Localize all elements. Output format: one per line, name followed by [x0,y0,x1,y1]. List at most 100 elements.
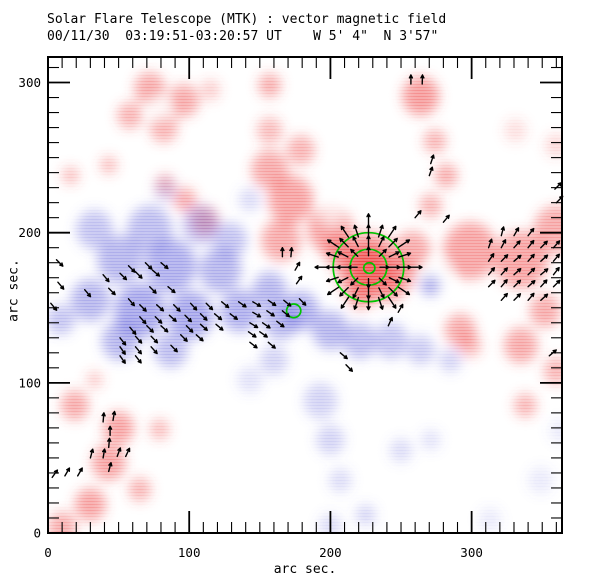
field-vector [55,259,64,267]
field-vector [261,322,271,329]
field-vector [247,331,257,338]
field-vector [57,281,65,290]
tick-labels: 0 100 200 300 0 100 200 300 [18,75,482,560]
field-vector [160,262,169,270]
field-vector [366,224,371,238]
field-vector [337,251,349,258]
field-vector [229,313,238,320]
y-tick-label: 100 [18,375,41,390]
field-vector [398,252,412,258]
field-vector [107,425,113,437]
field-vector [337,276,349,284]
field-vector [252,311,262,318]
field-vector [366,296,371,311]
field-vector [150,335,159,344]
field-vector [500,226,505,237]
field-vector [397,239,411,248]
field-vector [552,253,560,262]
field-vector [101,412,106,423]
field-vector [388,286,398,297]
vector-field-layer [50,74,564,479]
field-vector [407,265,423,270]
field-vector [156,304,165,312]
field-vector [378,277,387,286]
field-vector [500,254,509,262]
field-vector [249,341,258,349]
field-vector [540,240,548,249]
x-tick-label: 0 [44,545,52,560]
field-vector [102,448,107,459]
field-vector [195,334,204,342]
field-vector [513,227,520,237]
field-vector [283,299,292,307]
field-vector [388,251,400,258]
field-vector [345,364,353,372]
field-vector [119,355,126,364]
field-vector [388,237,398,248]
x-tick-label: 100 [178,545,201,560]
field-vector [513,240,521,249]
field-vector [397,303,404,313]
field-vector [237,301,247,308]
field-vector [487,267,496,276]
field-vector [89,448,95,459]
field-vector [144,262,153,270]
field-vector [295,275,303,285]
field-vector [340,296,350,309]
field-vector [366,278,371,289]
field-vector [167,286,176,294]
field-vector [111,410,117,422]
y-tick-label: 300 [18,75,41,90]
field-vector [259,331,268,338]
field-vector [347,265,358,270]
field-vector [378,236,385,248]
field-vector [134,335,143,344]
field-contour [362,261,376,275]
field-vector [199,323,208,331]
y-tick-label: 200 [18,225,41,240]
x-tick-label: 300 [460,545,483,560]
field-vector [107,437,112,449]
field-vector [500,279,508,288]
field-vector [500,239,507,249]
field-vector [327,286,340,296]
y-tick-label: 0 [33,526,41,541]
field-vector [428,166,434,177]
field-vector [527,267,536,276]
axes-layer [47,56,563,534]
field-vector [213,313,223,321]
field-vector [77,467,83,477]
figure-subtitle: 00/11/30 03:19:51-03:20:57 UT W 5' 4" N … [47,29,439,44]
field-vector [215,323,224,331]
field-vector [154,316,163,324]
x-axis-label: arc sec. [273,562,337,577]
field-vector [205,302,214,311]
field-vector [527,227,535,237]
field-vector [378,248,387,257]
field-vector [139,316,147,325]
field-vector [149,286,157,294]
field-vector [127,298,135,307]
field-vector [249,322,259,329]
field-vector [366,235,371,247]
field-vector [420,74,425,85]
field-vector [377,296,384,310]
field-vector [378,287,385,299]
field-vector [168,314,177,322]
field-vector [414,210,422,219]
field-vector [150,346,158,355]
field-vector [552,279,561,288]
scanline-texture [48,57,562,533]
field-vector [352,236,359,248]
field-vector [108,287,116,296]
field-vector [540,293,549,301]
field-vector [340,225,350,238]
plot-frame [47,56,563,534]
field-vector [266,310,275,317]
field-vector [500,292,508,301]
field-vector [387,225,397,238]
field-vector [139,304,147,312]
field-vector [146,325,154,333]
field-vector [513,293,522,301]
